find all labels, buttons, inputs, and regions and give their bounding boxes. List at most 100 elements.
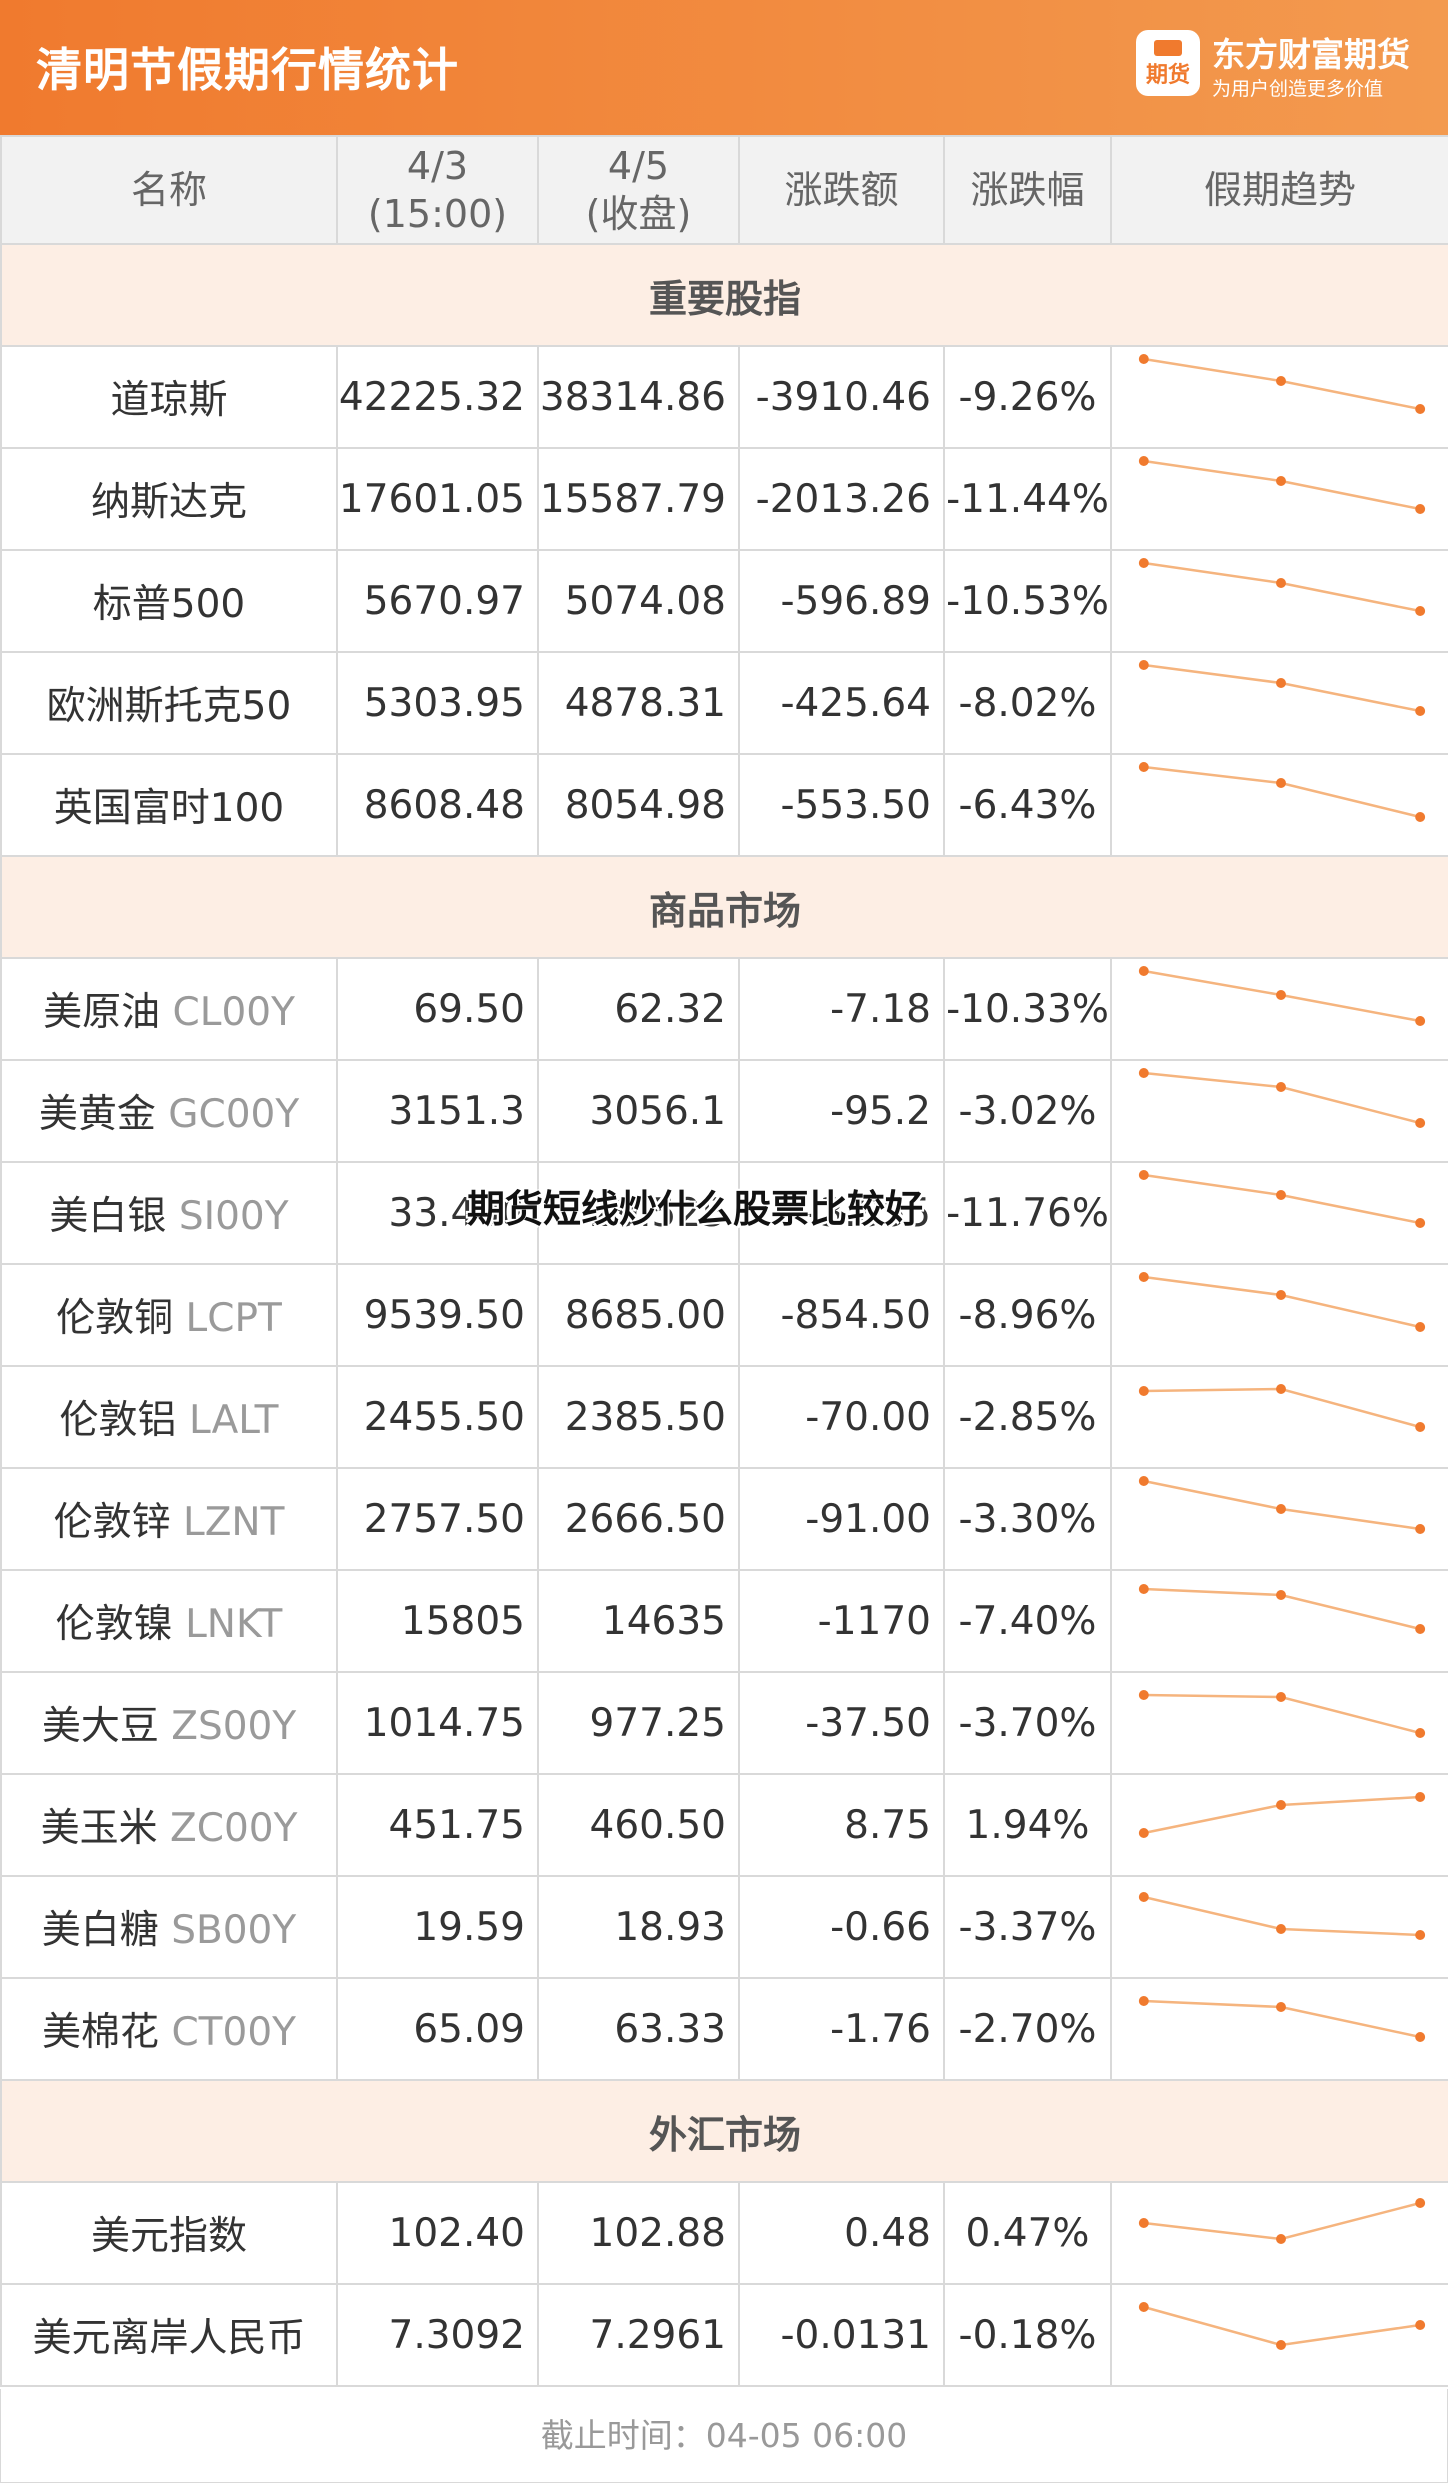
trend-cell — [1110, 1977, 1448, 2081]
section-row: 商品市场 — [0, 855, 1448, 959]
trend-point — [1138, 2302, 1149, 2312]
col-header-date2-status: (收盘) — [585, 192, 692, 236]
trend-cell — [1110, 549, 1448, 653]
trend-point — [1415, 1218, 1426, 1228]
trend-point — [1415, 1728, 1426, 1738]
table-header-row: 名称 4/3 (15:00) 4/5 (收盘) 涨跌额 涨跌幅 假期趋势 — [0, 135, 1448, 245]
change-pct-cell: -2.70% — [943, 1977, 1112, 2081]
instrument-name: 美元离岸人民币 — [32, 2316, 306, 2361]
trend-point — [1276, 990, 1286, 1000]
price-before-cell: 9539.50 — [336, 1263, 539, 1367]
trend-point — [1415, 812, 1426, 822]
change-cell: -854.50 — [738, 1263, 945, 1367]
trend-cell — [1110, 753, 1448, 857]
table-row: 美黄金 GC00Y 3151.3 3056.1 -95.2 -3.02% — [0, 1059, 1448, 1163]
change-pct-cell: -9.26% — [943, 345, 1112, 449]
trend-point — [1138, 1170, 1149, 1180]
table-row: 美元离岸人民币 7.3092 7.2961 -0.0131 -0.18% — [0, 2283, 1448, 2387]
instrument-name: 欧洲斯托克50 — [46, 684, 292, 729]
section-title: 外汇市场 — [0, 2079, 1448, 2183]
instrument-name: 道琼斯 — [110, 378, 228, 423]
instrument-name: 英国富时100 — [53, 786, 285, 831]
header-banner: 清明节假期行情统计 期货 东方财富期货 为用户创造更多价值 — [0, 0, 1448, 135]
instrument-name-cell: 美棉花 CT00Y — [0, 1977, 338, 2081]
table-row: 美元指数 102.40 102.88 0.48 0.47% — [0, 2181, 1448, 2285]
trend-point — [1138, 1068, 1149, 1078]
table-row: 美白银 SI00Y 33.400 29.525 -3.855 -11.76% — [0, 1161, 1448, 1265]
col-header-trend: 假期趋势 — [1110, 135, 1448, 245]
trend-point — [1276, 1800, 1286, 1810]
instrument-name-cell: 欧洲斯托克50 — [0, 651, 338, 755]
instrument-name: 美大豆 — [41, 1704, 159, 1749]
price-before-cell: 65.09 — [336, 1977, 539, 2081]
trend-cell — [1110, 1467, 1448, 1571]
trend-cell — [1110, 1059, 1448, 1163]
table-row: 伦敦铜 LCPT 9539.50 8685.00 -854.50 -8.96% — [0, 1263, 1448, 1367]
instrument-name-cell: 美元离岸人民币 — [0, 2283, 338, 2387]
trend-point — [1138, 1476, 1149, 1486]
instrument-name-cell: 美元指数 — [0, 2181, 338, 2285]
instrument-name-cell: 美玉米 ZC00Y — [0, 1773, 338, 1877]
instrument-name-cell: 道琼斯 — [0, 345, 338, 449]
trend-point — [1138, 762, 1149, 772]
trend-point — [1415, 1422, 1426, 1432]
trend-point — [1276, 1082, 1286, 1092]
trend-point — [1138, 558, 1149, 568]
col-header-date2: 4/5 (收盘) — [537, 135, 740, 245]
instrument-code: SI00Y — [178, 1194, 289, 1239]
price-before-cell: 33.400 — [336, 1161, 539, 1265]
section-title: 商品市场 — [0, 855, 1448, 959]
trend-point — [1138, 1828, 1149, 1838]
trend-point — [1276, 1504, 1286, 1514]
trend-point — [1138, 966, 1149, 976]
trend-point — [1276, 1384, 1286, 1394]
price-after-cell: 460.50 — [537, 1773, 740, 1877]
trend-sparkline — [1138, 1476, 1426, 1534]
price-after-cell: 8054.98 — [537, 753, 740, 857]
trend-point — [1138, 1892, 1149, 1902]
change-cell: -1170 — [738, 1569, 945, 1673]
price-after-cell: 977.25 — [537, 1671, 740, 1775]
instrument-name: 美白糖 — [41, 1908, 159, 1953]
col-header-date2-day: 4/5 — [607, 144, 670, 188]
change-cell: 8.75 — [738, 1773, 945, 1877]
instrument-name: 伦敦镍 — [55, 1602, 173, 1647]
instrument-name-cell: 伦敦铝 LALT — [0, 1365, 338, 1469]
trend-sparkline — [1138, 1996, 1426, 2042]
change-pct-cell: -3.70% — [943, 1671, 1112, 1775]
market-table: 名称 4/3 (15:00) 4/5 (收盘) 涨跌额 涨跌幅 假期趋势 重要股… — [0, 135, 1448, 2387]
trend-cell — [1110, 345, 1448, 449]
change-pct-cell: 1.94% — [943, 1773, 1112, 1877]
price-before-cell: 5670.97 — [336, 549, 539, 653]
change-cell: -425.64 — [738, 651, 945, 755]
price-after-cell: 4878.31 — [537, 651, 740, 755]
instrument-name-cell: 美原油 CL00Y — [0, 957, 338, 1061]
section-row: 外汇市场 — [0, 2079, 1448, 2183]
trend-point — [1276, 476, 1286, 486]
instrument-name: 伦敦铝 — [59, 1398, 177, 1443]
table-row: 伦敦锌 LZNT 2757.50 2666.50 -91.00 -3.30% — [0, 1467, 1448, 1571]
trend-point — [1415, 1524, 1426, 1534]
change-cell: -70.00 — [738, 1365, 945, 1469]
table-row: 美棉花 CT00Y 65.09 63.33 -1.76 -2.70% — [0, 1977, 1448, 2081]
page-title: 清明节假期行情统计 — [36, 43, 459, 97]
price-before-cell: 451.75 — [336, 1773, 539, 1877]
change-pct-cell: -11.44% — [943, 447, 1112, 551]
trend-cell — [1110, 957, 1448, 1061]
trend-sparkline — [1138, 660, 1426, 716]
trend-cell — [1110, 1365, 1448, 1469]
trend-line — [1143, 765, 1421, 819]
trend-sparkline — [1138, 558, 1426, 616]
change-cell: 0.48 — [738, 2181, 945, 2285]
instrument-name: 美原油 — [43, 990, 161, 1035]
change-cell: -1.76 — [738, 1977, 945, 2081]
trend-point — [1415, 2032, 1426, 2042]
change-cell: -37.50 — [738, 1671, 945, 1775]
table-row: 纳斯达克 17601.05 15587.79 -2013.26 -11.44% — [0, 447, 1448, 551]
trend-point — [1138, 2218, 1149, 2228]
trend-point — [1276, 1692, 1286, 1702]
trend-point — [1415, 2198, 1426, 2208]
price-after-cell: 62.32 — [537, 957, 740, 1061]
instrument-name-cell: 纳斯达克 — [0, 447, 338, 551]
instrument-name: 伦敦铜 — [56, 1296, 174, 1341]
